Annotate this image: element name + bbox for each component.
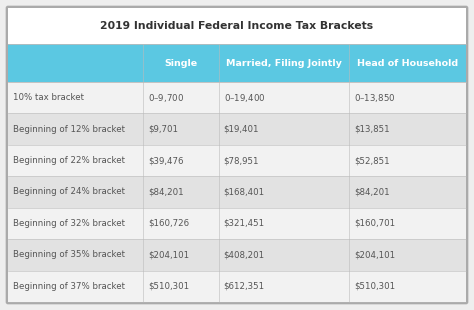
Text: $160,726: $160,726 xyxy=(148,219,189,228)
Text: $510,301: $510,301 xyxy=(148,282,189,291)
Text: $160,701: $160,701 xyxy=(354,219,395,228)
Text: $0 – $19,400: $0 – $19,400 xyxy=(224,92,265,104)
Text: $0 – $9,700: $0 – $9,700 xyxy=(148,92,184,104)
Text: $168,401: $168,401 xyxy=(224,188,265,197)
Text: Single: Single xyxy=(164,59,198,68)
Text: $84,201: $84,201 xyxy=(354,188,390,197)
Bar xyxy=(8,44,466,82)
Text: $612,351: $612,351 xyxy=(224,282,265,291)
Text: Married, Filing Jointly: Married, Filing Jointly xyxy=(226,59,342,68)
Text: $0 – $13,850: $0 – $13,850 xyxy=(354,92,396,104)
Text: Beginning of 24% bracket: Beginning of 24% bracket xyxy=(13,188,125,197)
Text: Beginning of 22% bracket: Beginning of 22% bracket xyxy=(13,156,125,165)
Bar xyxy=(8,239,466,271)
Text: $39,476: $39,476 xyxy=(148,156,183,165)
Bar xyxy=(8,82,466,113)
Text: $408,201: $408,201 xyxy=(224,250,265,259)
Text: $52,851: $52,851 xyxy=(354,156,390,165)
Text: $510,301: $510,301 xyxy=(354,282,395,291)
Bar xyxy=(8,176,466,208)
Text: $9,701: $9,701 xyxy=(148,125,178,134)
Bar xyxy=(8,113,466,145)
Text: Beginning of 32% bracket: Beginning of 32% bracket xyxy=(13,219,125,228)
Text: $321,451: $321,451 xyxy=(224,219,265,228)
Text: 10% tax bracket: 10% tax bracket xyxy=(13,93,84,102)
Bar xyxy=(8,145,466,176)
Text: Head of Household: Head of Household xyxy=(357,59,458,68)
Text: $78,951: $78,951 xyxy=(224,156,259,165)
Text: Beginning of 35% bracket: Beginning of 35% bracket xyxy=(13,250,125,259)
Bar xyxy=(8,208,466,239)
Text: $204,101: $204,101 xyxy=(148,250,189,259)
Text: $13,851: $13,851 xyxy=(354,125,390,134)
Text: Beginning of 12% bracket: Beginning of 12% bracket xyxy=(13,125,125,134)
Bar xyxy=(8,271,466,302)
Text: $204,101: $204,101 xyxy=(354,250,395,259)
Text: $19,401: $19,401 xyxy=(224,125,259,134)
Text: $84,201: $84,201 xyxy=(148,188,184,197)
Bar xyxy=(8,8,466,44)
Text: 2019 Individual Federal Income Tax Brackets: 2019 Individual Federal Income Tax Brack… xyxy=(100,21,374,31)
Text: Beginning of 37% bracket: Beginning of 37% bracket xyxy=(13,282,125,291)
